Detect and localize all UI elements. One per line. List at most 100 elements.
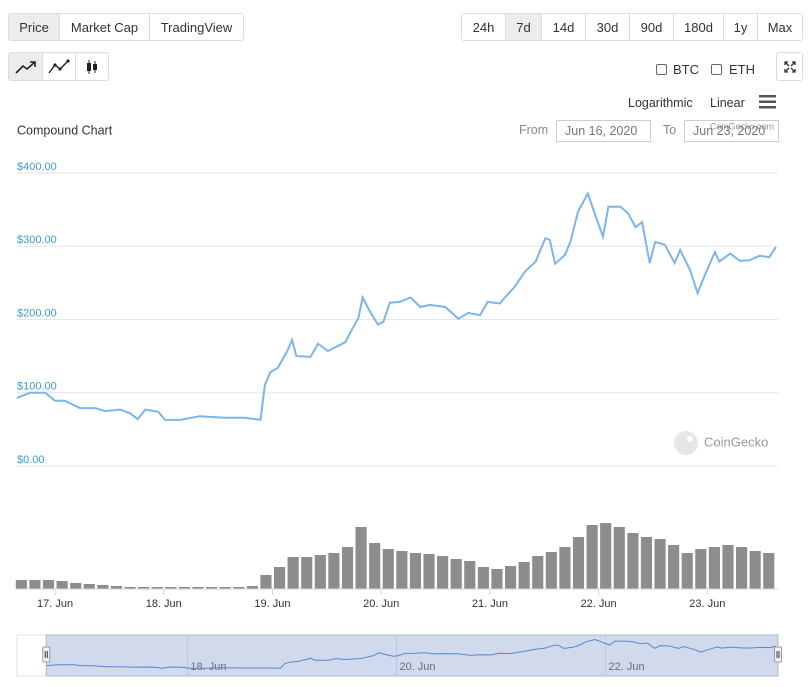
range-button[interactable]: 24h [462,14,506,40]
scale-option[interactable]: Linear [710,96,745,110]
volume-bar [600,523,612,589]
y-tick-label: $100.00 [17,381,57,393]
range-button[interactable]: 7d [506,14,542,40]
volume-bar [382,549,394,589]
tab-button[interactable]: Price [9,14,60,40]
volume-bar [341,547,354,589]
volume-bar [491,569,503,589]
volume-bar [178,587,190,589]
chart-style-group [8,52,109,81]
range-button[interactable]: 30d [586,14,630,40]
y-tick-label: $300.00 [17,234,57,246]
volume-bar [260,575,272,589]
range-button[interactable]: Max [767,19,793,35]
x-tick-label: 20. Jun [363,598,399,610]
chart-title: Compound Chart [17,123,113,137]
watermark-logo [674,431,698,455]
compare-label: ETH [729,62,755,77]
tab-button[interactable]: TradingView [160,19,233,35]
volume-bar [695,549,707,589]
compare-label: BTC [673,62,699,77]
volume-bar [736,547,748,589]
volume-bar [369,543,381,589]
tab-button[interactable]: Market Cap [60,14,150,40]
volume-bar [165,587,177,589]
checkbox[interactable] [656,64,667,75]
volume-bar [681,553,693,589]
line-style-button[interactable] [9,53,43,80]
volume-bar [572,537,585,589]
from-label: From [519,123,549,137]
volume-bar [545,552,557,589]
checkbox[interactable] [711,64,722,75]
credits: CoinGecko.com [710,121,774,131]
fullscreen-button[interactable] [776,52,803,81]
volume-bar [477,567,489,589]
volume-bar [627,533,639,589]
volume-bar [246,586,258,589]
volume-bar [301,557,313,589]
volume-bar [124,587,136,589]
x-tick-label: 18. Jun [146,598,182,610]
scale-option[interactable]: Logarithmic [628,96,693,110]
range-button[interactable]: 90d [630,14,674,40]
volume-bar [314,555,326,589]
to-input[interactable]: Jun 23, 2020 [684,120,779,142]
volume-bar [355,527,367,589]
volume-bar [722,545,734,589]
range-button[interactable]: 14d [542,14,586,40]
to-label: To [663,123,677,137]
volume-bar [668,545,680,589]
volume-bar [56,581,68,589]
navigator-handle [42,646,51,663]
from-input[interactable]: Jun 16, 2020 [556,120,651,142]
volume-bar [586,525,598,589]
range-button[interactable]: 180d [674,14,724,40]
volume-bar [749,551,761,589]
navigator-tick-label: 22. Jun [609,661,645,673]
volume-bar [396,551,408,589]
volume-bar [138,587,150,589]
y-tick-label: $200.00 [17,307,57,319]
volume-bar [450,559,462,589]
volume-bar [29,580,41,589]
volume-bar [70,583,82,589]
navigator-tick-label: 18. Jun [190,661,226,673]
x-tick-label: 22. Jun [581,598,617,610]
volume-bar [640,537,653,589]
volume-bar [151,587,163,589]
x-tick-label: 19. Jun [254,598,290,610]
volume-bar [409,553,422,589]
ohlc-style-button[interactable] [43,53,76,80]
volume-bar [328,553,340,589]
y-tick-label: $400.00 [17,161,57,173]
navigator-line [46,638,777,669]
volume-bar [233,587,245,589]
tab-group: Price Market Cap TradingView [8,13,244,41]
volume-bar [437,556,449,589]
volume-bar [97,585,109,589]
range-button[interactable]: 1y [724,14,758,40]
candle-style-button[interactable] [76,53,108,80]
volume-bar [423,554,435,589]
volume-bar [206,587,218,589]
volume-bar [708,547,720,589]
volume-bar [532,556,544,589]
volume-bar [42,580,55,589]
volume-bar [464,561,476,589]
volume-bar [559,547,571,589]
volume-bar [15,580,27,589]
range-group: 24h 7d 14d 30d 90d 180d 1y Max [461,13,803,41]
volume-bar [613,527,625,589]
volume-bar [518,562,530,589]
volume-bar [83,584,95,589]
menu-button[interactable] [759,95,776,109]
volume-bar [219,587,231,589]
volume-bar [287,557,299,589]
navigator-handle [774,646,782,663]
watermark: CoinGecko [704,434,768,449]
x-tick-label: 17. Jun [37,598,73,610]
volume-bar [192,587,204,589]
